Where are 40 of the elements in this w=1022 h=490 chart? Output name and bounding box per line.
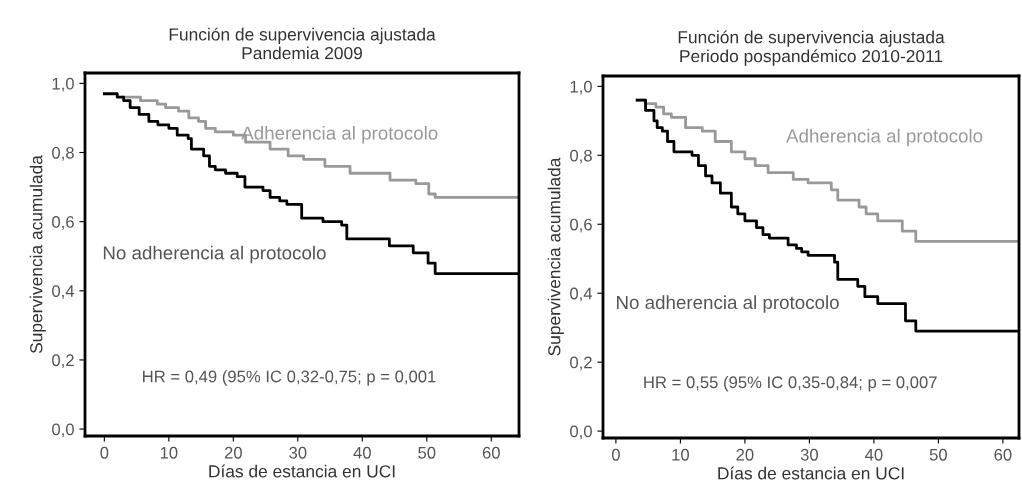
x-tick-label: 10 xyxy=(672,448,690,461)
x-tick-label: 50 xyxy=(929,448,947,461)
y-tick-label: 0,0 xyxy=(570,425,592,440)
y-tick-label: 0,6 xyxy=(52,216,74,230)
y-tick-label: 0,6 xyxy=(570,218,592,233)
x-tick-label: 50 xyxy=(418,446,436,459)
series-label: No adherencia al protocolo xyxy=(103,245,326,264)
x-axis-title: Días de estancia en UCI xyxy=(718,466,904,480)
y-tick-label: 0,4 xyxy=(570,287,593,302)
annotation: HR = 0,55 (95% IC 0,35-0,84; p = 0,007 xyxy=(644,375,937,392)
x-tick-label: 60 xyxy=(482,446,500,459)
annotation: HR = 0,49 (95% IC 0,32-0,75; p = 0,001 xyxy=(143,370,436,386)
series-label: No adherencia al protocolo xyxy=(617,295,839,313)
y-axis-title: Supervivencia acumulada xyxy=(547,157,564,356)
y-tick-label: 1,0 xyxy=(52,77,74,92)
y-tick-label: 0,8 xyxy=(570,149,592,164)
y-tick-label: 0,2 xyxy=(570,356,592,371)
x-axis-title: Días de estancia en UCI xyxy=(209,464,395,478)
x-tick-label: 30 xyxy=(800,448,819,461)
chart-title: Función de supervivencia ajustada xyxy=(169,27,436,45)
y-tick-label: 0,0 xyxy=(52,423,74,438)
x-tick-label: 0 xyxy=(611,448,620,461)
series-label: Adherencia al protocolo xyxy=(786,128,983,147)
x-tick-label: 20 xyxy=(736,448,754,461)
x-tick-label: 60 xyxy=(994,448,1012,461)
chart-subtitle: Periodo pospandémico 2010-2011 xyxy=(680,49,943,66)
x-tick-label: 10 xyxy=(160,446,178,459)
chart-title: Función de supervivencia ajustada xyxy=(678,30,945,47)
x-tick-label: 0 xyxy=(100,446,109,459)
y-tick-label: 0,2 xyxy=(52,354,74,369)
x-tick-label: 40 xyxy=(865,448,883,461)
y-tick-label: 1,0 xyxy=(570,80,592,95)
x-tick-label: 30 xyxy=(289,446,307,459)
y-tick-label: 0,4 xyxy=(52,285,75,299)
y-axis-title: Supervivencia acumulada xyxy=(29,155,46,354)
chart-subtitle: Pandemia 2009 xyxy=(242,46,362,60)
series-label: Adherencia al protocolo xyxy=(241,125,438,144)
x-tick-label: 40 xyxy=(353,446,371,459)
x-tick-label: 20 xyxy=(224,446,242,459)
y-tick-label: 0,8 xyxy=(52,146,74,161)
